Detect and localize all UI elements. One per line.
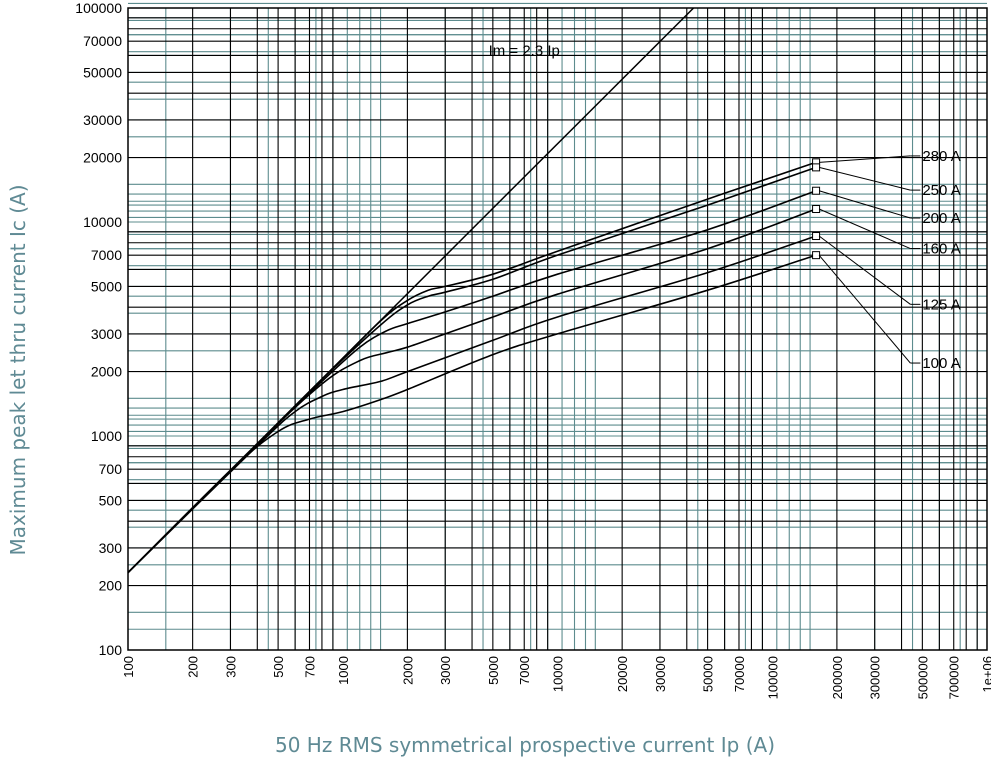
y-tick-label: 200 <box>99 578 123 594</box>
series-label: 280 A <box>922 148 960 165</box>
x-tick-label: 200 <box>186 656 201 678</box>
y-tick-label: 2000 <box>91 364 122 380</box>
y-tick-label: 7000 <box>91 247 122 263</box>
x-tick-label: 200000 <box>830 656 845 699</box>
x-tick-label: 70000 <box>732 656 747 692</box>
x-tick-label: 700000 <box>947 656 962 699</box>
x-tick-label: 500000 <box>915 656 930 699</box>
y-tick-label: 700 <box>99 461 123 477</box>
y-tick-label: 10000 <box>83 214 122 230</box>
x-tick-label: 300000 <box>868 656 883 699</box>
y-tick-label: 100 <box>99 642 123 658</box>
curve-end-marker <box>812 186 821 195</box>
leader-lines: 280 A 250 A 200 A 160 A 125 A 100 A <box>818 148 961 372</box>
y-tick-label: 3000 <box>91 326 122 342</box>
x-tick-label: 50000 <box>701 656 716 692</box>
reference-line-label: Im = 2.3 Ip <box>489 42 560 59</box>
x-tick-label: 1000 <box>336 656 351 685</box>
x-tick-label: 3000 <box>438 656 453 685</box>
series-label: 160 A <box>922 241 960 258</box>
x-tick-label: 20000 <box>615 656 630 692</box>
x-tick-label: 500 <box>271 656 286 678</box>
x-tick-label: 10000 <box>551 656 566 692</box>
y-tick-labels: 100 200 300 500 700 1000 2000 3000 5000 7000 10000… <box>75 0 122 658</box>
y-tick-label: 300 <box>99 540 123 556</box>
leader-line <box>818 208 911 249</box>
x-axis-label: 50 Hz RMS symmetrical prospective curren… <box>275 733 775 757</box>
curve-end-marker <box>812 251 821 260</box>
y-tick-label: 20000 <box>83 150 122 166</box>
x-tick-label: 1e+06 <box>980 656 991 693</box>
y-tick-label: 30000 <box>83 112 122 128</box>
y-tick-label: 5000 <box>91 278 122 294</box>
curve-end-marker <box>812 232 821 241</box>
y-tick-label: 70000 <box>83 33 122 49</box>
x-tick-label: 100000 <box>765 656 780 699</box>
curve-end-marker <box>812 163 821 172</box>
curve-100a <box>127 254 817 574</box>
x-tick-label: 2000 <box>400 656 415 685</box>
curve-160a <box>127 208 817 574</box>
leader-line <box>818 235 911 305</box>
x-tick-label: 30000 <box>653 656 668 692</box>
x-tick-label: 5000 <box>486 656 501 685</box>
leader-line <box>819 155 911 163</box>
series-label: 100 A <box>922 355 960 372</box>
y-tick-label: 500 <box>99 492 123 508</box>
y-tick-label: 50000 <box>83 64 122 80</box>
y-tick-label: 1000 <box>91 428 122 444</box>
x-tick-label: 300 <box>223 656 238 678</box>
x-tick-label: 100 <box>121 656 136 678</box>
series-label: 125 A <box>922 296 960 313</box>
leader-line <box>818 166 911 191</box>
y-tick-label: 100000 <box>75 0 122 16</box>
major-grid <box>128 8 987 650</box>
plot-frame <box>127 7 988 651</box>
series-label: 250 A <box>922 182 960 199</box>
curve-125a <box>127 235 817 574</box>
x-tick-label: 700 <box>302 656 317 678</box>
x-tick-label: 7000 <box>517 656 532 685</box>
x-tick-labels: 100 200 300 500 700 1000 2000 3000 5000 7000 10000… <box>121 656 991 699</box>
leader-line <box>818 254 911 364</box>
curve-end-marker <box>812 205 821 214</box>
series-label: 200 A <box>922 210 960 227</box>
leader-line <box>818 190 911 219</box>
y-axis-label: Maximum peak let thru current Ic (A) <box>6 185 30 556</box>
